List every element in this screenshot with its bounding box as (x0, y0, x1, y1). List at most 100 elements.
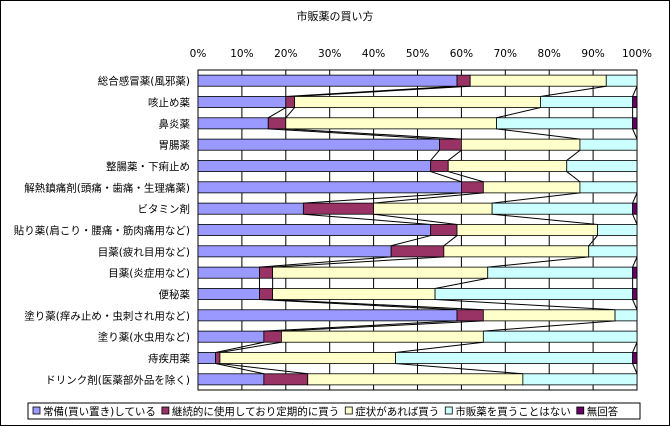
bar-segment (263, 373, 309, 386)
bar-segment (272, 266, 489, 279)
bar-segment (588, 245, 638, 258)
bar-segment (197, 160, 432, 172)
series-line (285, 128, 462, 140)
series-line (373, 192, 484, 204)
bar-segment (496, 117, 634, 130)
bar-segment (456, 224, 598, 236)
bar-segment (522, 373, 638, 386)
series-line (492, 192, 580, 204)
legend-label: 市販薬を買うことはない (455, 405, 571, 418)
series-line (496, 107, 541, 119)
bar-segment (443, 245, 590, 258)
series-line (483, 320, 616, 332)
series-line (268, 128, 440, 140)
bar-segment (456, 74, 471, 87)
bar-segment (197, 266, 260, 279)
bar-segment (430, 224, 458, 236)
series-line (259, 299, 458, 311)
category-label: 便秘薬 (159, 288, 191, 301)
series-line (496, 128, 580, 140)
series-line (588, 235, 598, 247)
bar-segment (632, 117, 638, 130)
series-line (272, 299, 484, 311)
bar-segment (302, 202, 374, 215)
series-line (373, 213, 458, 225)
bar-segment (605, 74, 638, 87)
category-label: 塗り薬(水虫用など) (98, 331, 190, 344)
category-label: 咳止め薬 (148, 96, 190, 109)
category-label: 鼻炎薬 (159, 117, 191, 130)
bar-segment (491, 202, 634, 215)
legend-label: 常備(買い置き)している (43, 405, 156, 418)
series-line (263, 320, 458, 332)
series-line (447, 149, 462, 161)
series-line (430, 171, 462, 183)
category-label: 整腸薬・下痢止め (106, 160, 190, 173)
series-line (285, 85, 458, 97)
bar-segment (460, 138, 581, 151)
x-tick-label: 90% (581, 48, 604, 60)
chart-title: 市販薬の買い方 (297, 9, 374, 23)
series-line (632, 256, 638, 268)
series-line (395, 363, 523, 375)
x-tick-label: 70% (494, 48, 517, 60)
bar-segment (579, 181, 638, 194)
bar-segment (307, 373, 524, 386)
series-line (435, 299, 616, 311)
x-tick-label: 50% (406, 48, 429, 60)
bar-segment (597, 224, 638, 236)
category-label: ドリンク剤(医薬部外品を除く) (45, 373, 190, 386)
bar-segment (632, 288, 638, 300)
bar-segment (469, 74, 607, 87)
series-line (566, 149, 581, 161)
bar-segment (197, 202, 304, 215)
bar-segment (281, 330, 484, 343)
series-line (259, 256, 392, 268)
series-line (632, 192, 638, 204)
series-line (632, 363, 638, 374)
bar-segment (294, 96, 541, 108)
x-tick-label: 10% (230, 48, 253, 60)
bar-segment (197, 309, 458, 322)
bar-segment (215, 352, 221, 364)
series-line (281, 320, 484, 332)
bar-segment (197, 373, 265, 386)
series-line (391, 235, 431, 247)
category-label: 総合感冒薬(風邪薬) (98, 75, 190, 88)
x-tick-label: 80% (538, 48, 561, 60)
series-line (285, 107, 295, 119)
bar-segment (430, 160, 449, 172)
bar-segment (434, 288, 634, 300)
bar-segment (632, 96, 638, 108)
bar-segment (259, 266, 274, 279)
plot-area (197, 69, 638, 391)
series-line (215, 341, 264, 353)
category-label: ビタミン剤 (138, 203, 191, 216)
category-label: 目薬(炎症用など) (108, 267, 190, 280)
series-line (443, 235, 458, 247)
bar-segment (197, 224, 432, 236)
bar-segment (447, 160, 568, 172)
bar-segment (267, 117, 287, 130)
bar-segment (487, 266, 634, 279)
x-tick-label: 100% (622, 48, 652, 60)
legend-swatch (344, 406, 353, 415)
legend-label: 継続的に使用しており定期的に買う (172, 405, 339, 418)
bar-segment (197, 74, 458, 87)
bar-segment (540, 96, 634, 108)
bar-segment (272, 288, 436, 300)
series-line (303, 192, 462, 204)
legend-label: 症状があれば買う (355, 405, 439, 418)
bar-segment (197, 96, 287, 108)
bar-segment (632, 266, 638, 279)
series-line (215, 363, 264, 375)
bar-segment (614, 309, 638, 322)
category-label: 痔疾用薬 (148, 352, 190, 365)
series-line (632, 342, 638, 353)
bar-segment (197, 181, 462, 194)
bar-segment (566, 160, 638, 172)
bar-segment (219, 352, 396, 364)
bar-segment (285, 117, 497, 130)
legend-swatch (444, 406, 453, 415)
